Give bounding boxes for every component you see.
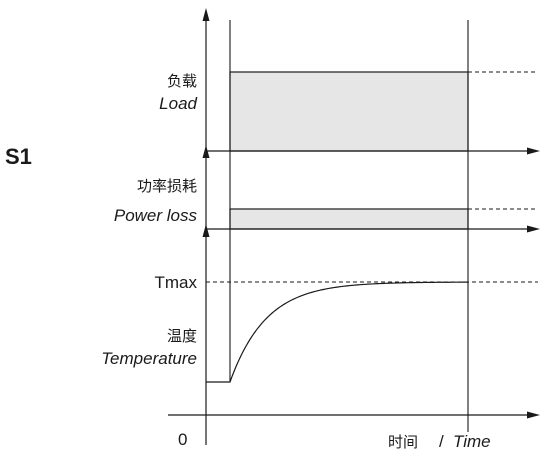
load-band [229,71,469,152]
load-axis-arrow [202,8,210,21]
temperature-curve [206,281,469,383]
power-loss-band [229,208,469,230]
power-loss-label-cn: 功率损耗 [137,177,197,195]
power-loss-time-axis-arrow [527,225,540,233]
temperature-label-en: Temperature [101,349,197,368]
time-label-separator: / [439,432,444,450]
duty-type-title: S1 [5,144,32,169]
load-time-axis-arrow [527,147,540,155]
temperature-axis-arrow [202,224,210,237]
time-origin-label: 0 [178,430,187,449]
time-label-en: Time [453,432,491,450]
time-axis-arrow [527,411,540,419]
temperature-label-cn: 温度 [167,327,197,345]
power-loss-label-en: Power loss [114,206,198,225]
time-label-cn: 时间 [388,433,418,450]
load-label-cn: 负载 [167,72,197,90]
load-label-en: Load [159,94,197,113]
tmax-label: Tmax [155,273,198,292]
